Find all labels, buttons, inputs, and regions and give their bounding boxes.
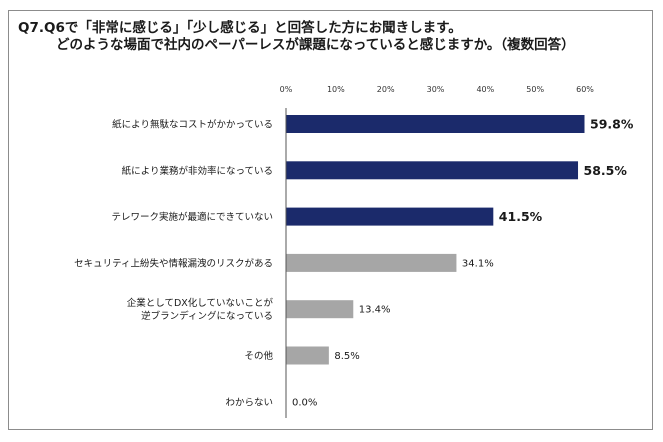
x-tick-label: 50%: [526, 85, 544, 94]
bar: [286, 300, 354, 319]
bar: [286, 115, 585, 133]
chart-title-line2: どのような場面で社内のペーパーレスが課題になっていると感じますか。（複数回答）: [56, 37, 575, 53]
category-label: わからない: [225, 397, 273, 408]
category-label: 紙により業務が非効率になっている: [122, 165, 273, 177]
value-label: 0.0%: [292, 397, 317, 408]
value-label: 41.5%: [499, 209, 543, 224]
bar: [286, 161, 579, 180]
x-tick-label: 10%: [327, 85, 345, 94]
category-label: 逆ブランディングになっている: [141, 310, 273, 322]
value-label: 34.1%: [462, 258, 494, 269]
category-label: 紙により無駄なコストがかかっている: [112, 119, 273, 131]
x-tick-label: 40%: [476, 85, 494, 94]
bar: [286, 207, 494, 226]
category-label: その他: [244, 350, 273, 362]
value-label: 8.5%: [334, 351, 359, 362]
category-label: テレワーク実施が最適にできていない: [111, 211, 273, 223]
x-tick-label: 30%: [427, 85, 445, 94]
x-tick-label: 60%: [576, 85, 594, 94]
value-label: 59.8%: [590, 117, 634, 132]
value-label: 58.5%: [584, 163, 628, 178]
category-label: セキュリティ上紛失や情報漏洩のリスクがある: [74, 257, 273, 269]
chart-title-line1: Q7.Q6で「非常に感じる」「少し感じる」と回答した方にお聞きします。: [18, 20, 462, 36]
bar: [286, 346, 329, 365]
x-tick-label: 20%: [377, 85, 395, 94]
bar: [286, 253, 457, 272]
x-tick-label: 0%: [280, 85, 293, 94]
chart-title: Q7.Q6で「非常に感じる」「少し感じる」と回答した方にお聞きします。 どのよう…: [18, 20, 648, 54]
value-label: 13.4%: [359, 305, 391, 316]
category-label: 企業としてDX化していないことが: [127, 297, 274, 309]
